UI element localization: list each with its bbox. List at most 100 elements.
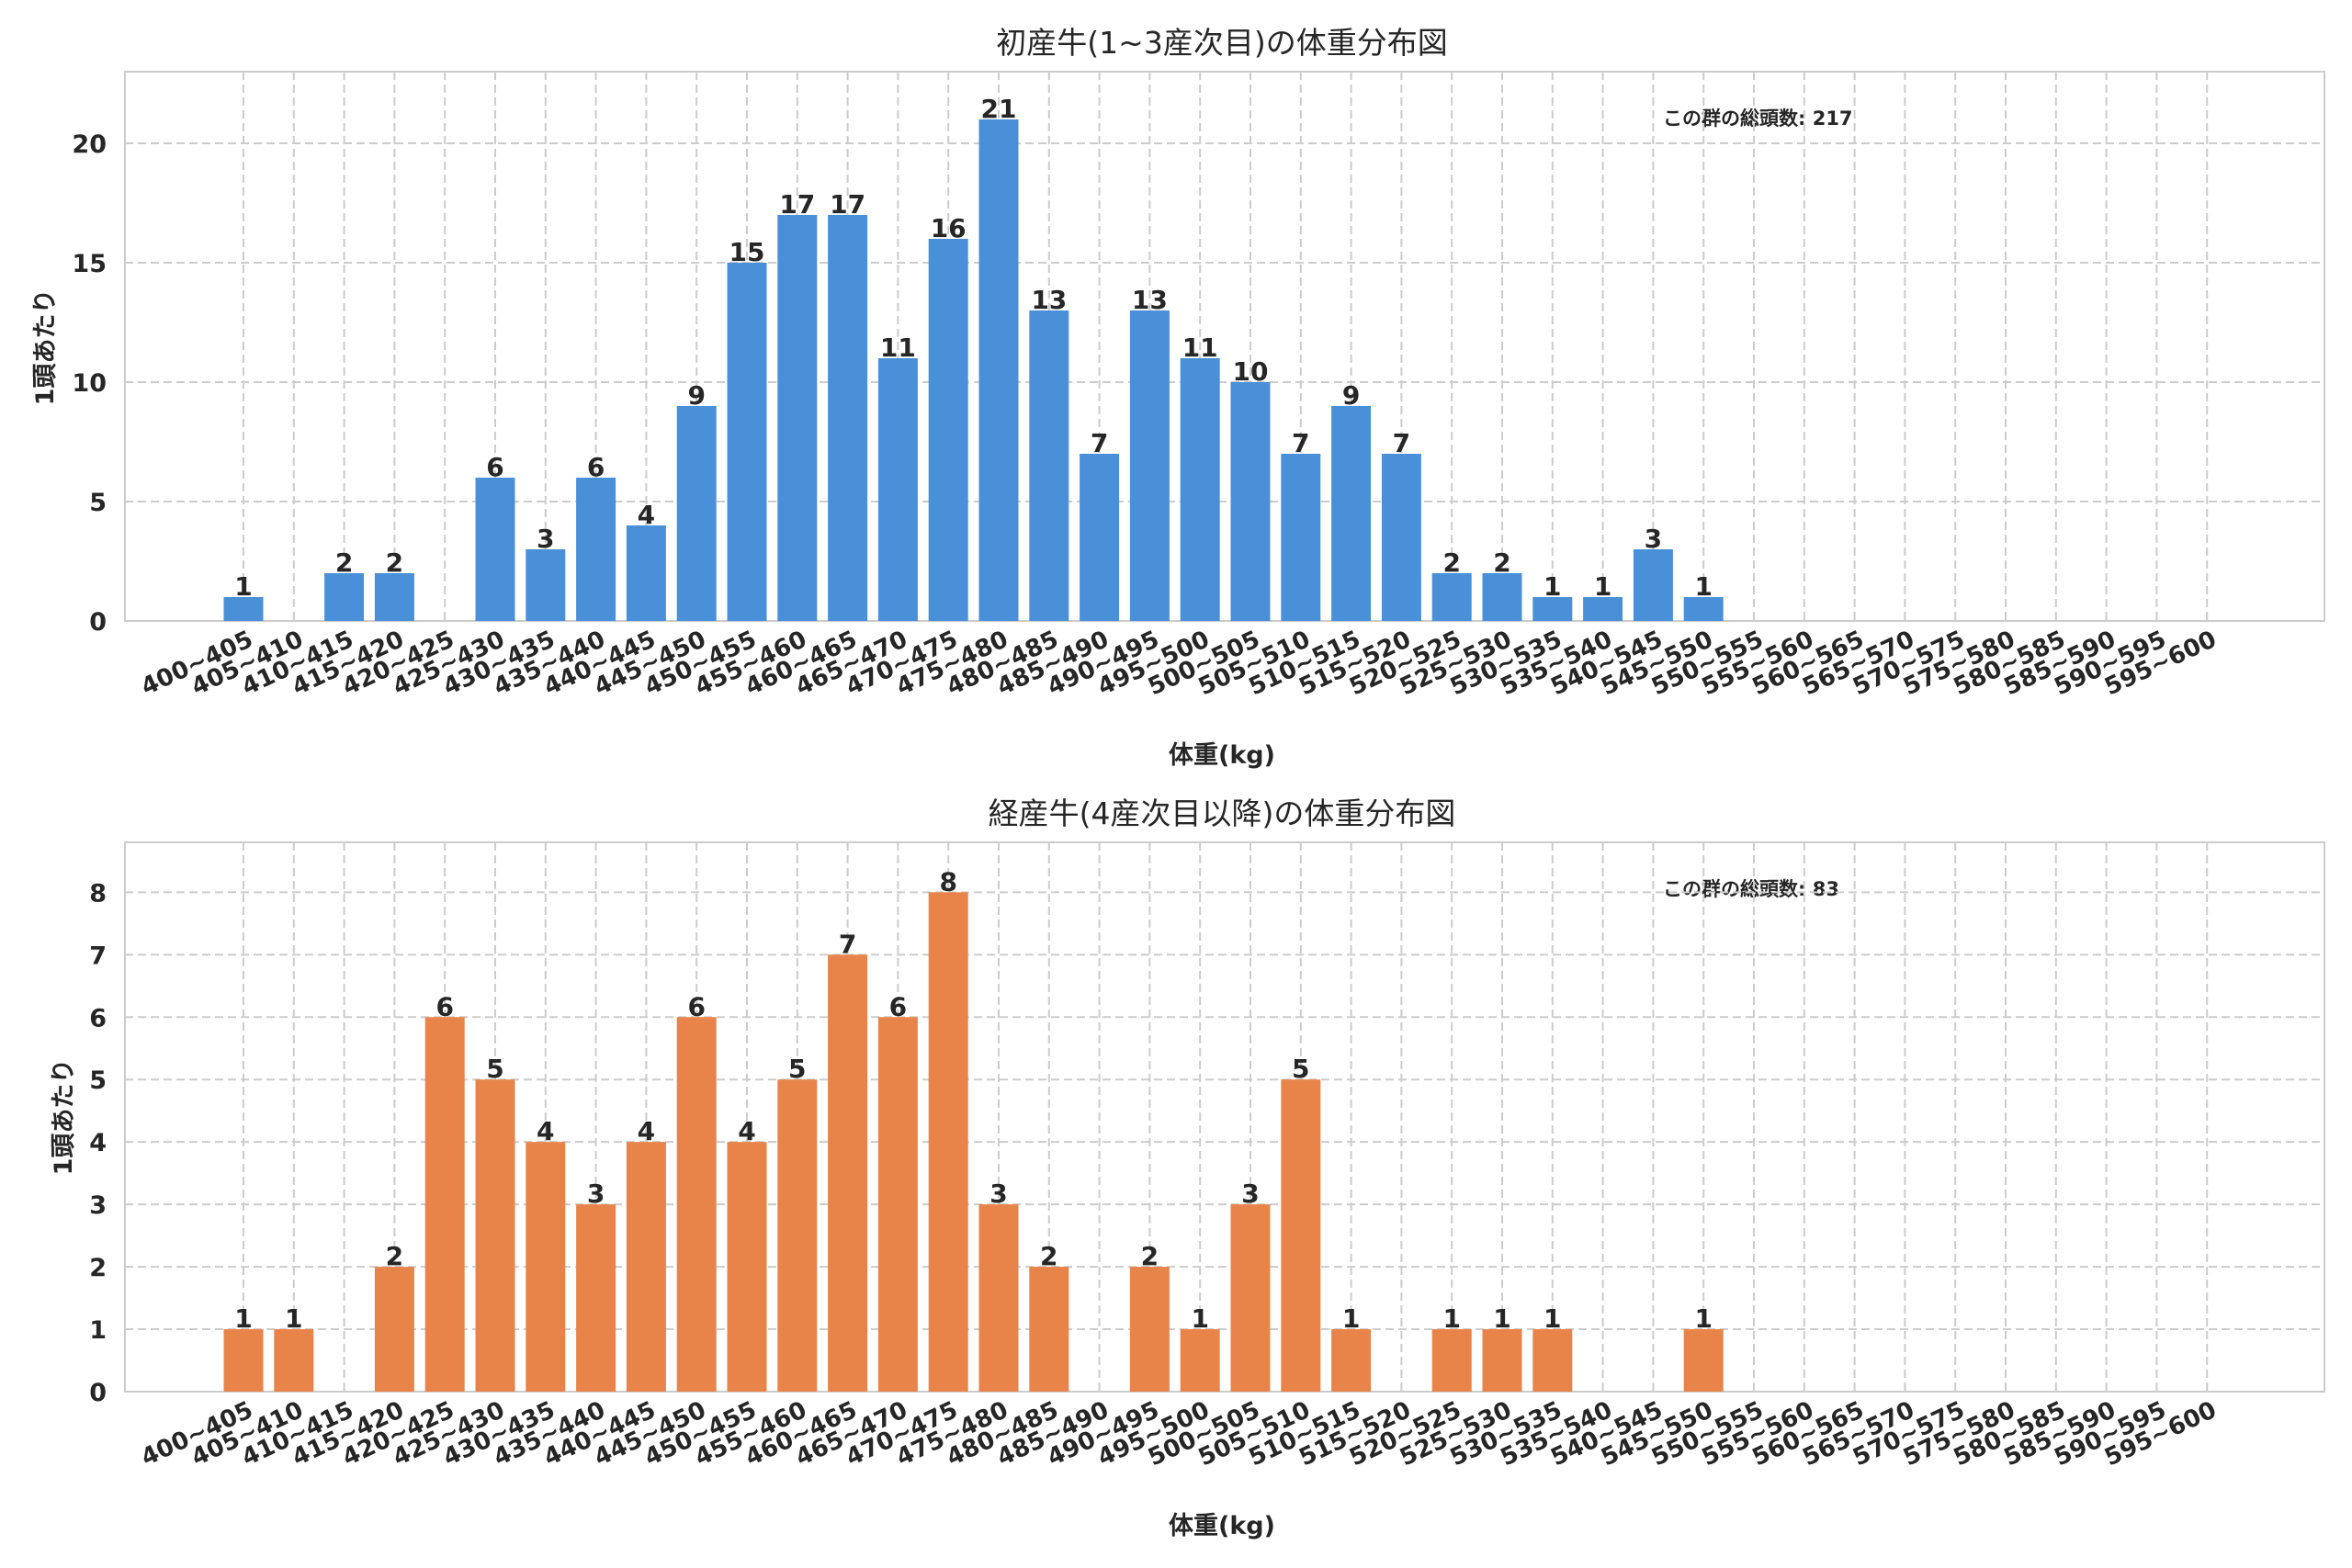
bar [1281,454,1321,621]
bar [1029,310,1069,621]
bar-value-label: 15 [729,237,765,267]
chart-title: 経産牛(4産次目以降)の体重分布図 [989,795,1456,831]
y-tick-label: 2 [89,1254,107,1282]
x-axis-label: 体重(kg) [1169,741,1275,770]
bar [676,406,717,621]
bar-value-label: 1 [1544,1303,1561,1334]
bar [1431,1329,1472,1392]
bar [676,1017,717,1392]
bar-value-label: 1 [234,571,252,602]
chart-title: 初産牛(1~3産次目)の体重分布図 [996,25,1447,61]
bar [1431,573,1472,621]
bar-value-label: 1 [1594,571,1611,602]
bar [1129,1267,1170,1392]
bar [877,1017,918,1392]
bar [777,1079,818,1392]
bar [324,573,365,621]
bar-value-label: 1 [1694,571,1712,602]
bar [828,954,868,1392]
bar [1080,454,1120,621]
bar [877,358,918,621]
bar-value-label: 17 [830,189,865,220]
bar [1029,1267,1069,1392]
bar-value-label: 1 [234,1303,252,1334]
bar-value-label: 9 [1342,380,1360,411]
bar-value-label: 7 [1393,428,1410,458]
bar-value-label: 3 [537,524,554,554]
bar-value-label: 1 [1191,1303,1208,1334]
bar [978,1204,1019,1392]
bar [374,1267,414,1392]
bar [1180,358,1220,621]
bar-value-label: 1 [1544,571,1561,602]
chart-multiparous: 経産牛(4産次目以降)の体重分布図 体重(kg) 1頭あたり この群の総頭数: … [50,795,2325,1540]
bar [374,573,414,621]
bar [1381,454,1421,621]
bar [727,1142,767,1392]
bar [1683,1329,1724,1392]
bar [475,478,515,621]
bar-value-label: 2 [386,547,403,578]
bar [626,525,666,621]
bar [1331,406,1372,621]
bar [1583,597,1623,621]
bar-value-label: 2 [1141,1241,1159,1271]
y-tick-label: 20 [72,130,107,159]
y-tick-label: 6 [89,1004,107,1032]
bar-value-label: 1 [1493,1303,1510,1334]
bar-value-label: 5 [788,1054,806,1084]
bar-value-label: 2 [335,547,353,578]
bar [1532,597,1573,621]
y-tick-label: 5 [89,1066,107,1095]
bar-value-label: 7 [839,929,856,959]
bar [424,1017,465,1392]
bar [274,1329,314,1392]
bar [576,478,616,621]
bar-value-label: 4 [638,1116,655,1146]
bar-value-label: 3 [1645,524,1662,554]
bar [1129,310,1170,621]
bar-value-label: 2 [1442,547,1460,578]
y-tick-label: 8 [89,879,107,908]
bar-value-label: 8 [939,866,956,897]
bar [777,215,818,621]
plot-frame [124,71,2325,622]
bar-value-label: 10 [1233,356,1269,387]
bar-value-label: 6 [435,991,453,1021]
bar-value-label: 1 [1442,1303,1460,1334]
bar-value-label: 1 [285,1303,302,1334]
bar [475,1079,515,1392]
bar [626,1142,666,1392]
bar-value-label: 4 [537,1116,554,1146]
bar-value-label: 2 [1493,547,1510,578]
bar [1230,382,1271,621]
bar [1532,1329,1573,1392]
bar [1482,573,1522,621]
bar [727,263,767,621]
bar-value-label: 9 [687,380,705,411]
bar [223,1329,264,1392]
bar-value-label: 6 [486,452,503,482]
bar-value-label: 7 [1091,428,1108,458]
bar [1331,1329,1372,1392]
bar [526,1142,566,1392]
y-tick-label: 5 [89,489,107,517]
bar-value-label: 5 [486,1054,503,1084]
y-tick-label: 3 [89,1191,107,1220]
bar-value-label: 16 [931,213,967,243]
bar [828,215,868,621]
bar [1683,597,1724,621]
bar-value-label: 17 [779,189,815,220]
total-head-count: この群の総頭数: 83 [1663,878,1839,900]
bar [928,892,968,1392]
y-axis-label: 1頭あたり [31,289,60,406]
bar [1633,549,1673,621]
bar-value-label: 2 [1040,1241,1057,1271]
y-axis-label: 1頭あたり [50,1059,78,1176]
y-tick-label: 0 [89,608,107,637]
bar-value-label: 3 [587,1179,605,1209]
y-tick-label: 10 [72,369,107,398]
bar [1281,1079,1321,1392]
bar-value-label: 21 [981,94,1017,124]
